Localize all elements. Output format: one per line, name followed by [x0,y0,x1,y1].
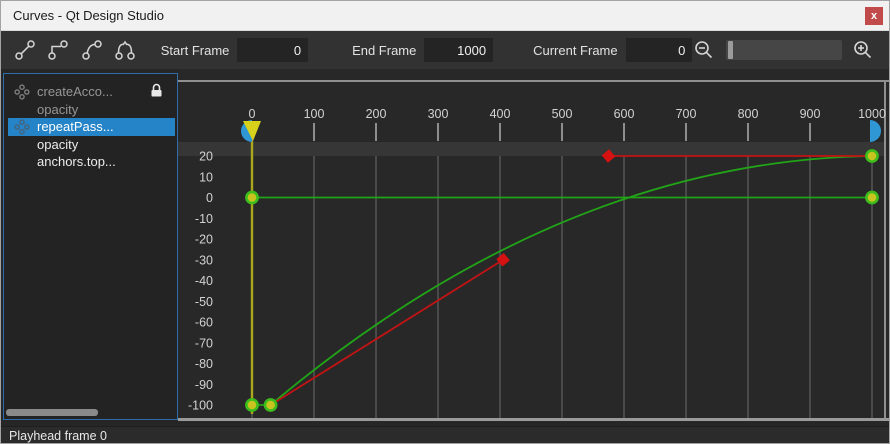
close-button[interactable]: x [865,6,883,25]
ruler-tick-label: 400 [490,107,511,121]
tree-item-anchors-top[interactable]: anchors.top... [8,153,175,171]
keyframe-diamond [496,252,510,267]
titlebar[interactable]: Curves - Qt Design Studio x [1,1,889,31]
value-tick-label: -20 [195,233,213,247]
statusbar: Playhead frame 0 [1,426,889,443]
ruler-tick-label: 200 [366,107,387,121]
keyframe-dot [263,398,278,412]
ruler-tick-label: 600 [614,107,635,121]
ruler-tick-label: 800 [738,107,759,121]
end-frame-input[interactable]: 1000 [424,38,494,62]
end-frame-label: End Frame [352,42,417,58]
ruler-tick-label: 100 [304,107,325,121]
curve-tree: createAcco... opacity repeatPass... opacity… [3,73,178,420]
value-tick-label: -50 [195,295,213,309]
tree-item-opacity[interactable]: opacity [8,136,175,154]
ruler-tick-label: 300 [428,107,449,121]
ruler-tick-label: 1000 [858,107,886,121]
ruler-tick-label: 900 [800,107,821,121]
graph-vertical-scrollbar [884,82,886,418]
tree-item-label: createAcco... [37,84,113,100]
component-icon [13,118,31,136]
component-icon [13,83,31,101]
ruler-tick-label: 700 [676,107,697,121]
value-tick-label: -60 [195,316,213,330]
tree-horizontal-scrollbar[interactable] [6,409,98,416]
lock-icon [151,83,162,97]
step-icon [48,40,68,60]
value-tick-label: -100 [188,399,213,413]
window-title: Curves - Qt Design Studio [13,8,165,23]
eased-curve [270,155,873,406]
current-frame-label: Current Frame [533,42,618,58]
ease-interpolation-button[interactable] [78,36,105,64]
value-tick-label: -90 [195,378,213,392]
zoom-slider[interactable] [725,40,842,60]
keyframe-dot [245,190,259,205]
tree-item-label: opacity [37,136,79,152]
current-frame-input[interactable]: 0 [625,38,693,62]
unselected-curve [270,258,504,406]
tree-item-label: repeatPass... [37,119,114,135]
playhead-line [250,141,254,414]
graph-top-border [178,80,889,82]
linear-icon [14,40,35,60]
main-content: createAcco... opacity repeatPass... opacity… [1,69,889,426]
status-text: Playhead frame 0 [9,429,107,443]
start-frame-input[interactable]: 0 [237,38,309,62]
zoom-slider-handle[interactable] [727,41,733,59]
zoom-in-icon[interactable] [852,38,876,62]
curve-canvas[interactable]: 0 100 200 300 400 500 600 700 800 900 100020100-10… [178,69,889,422]
value-tick-label: -70 [195,336,213,350]
ruler-tick-label: 0 [249,107,256,121]
value-tick-label: 20 [199,150,213,164]
value-tick-label: 0 [206,191,213,205]
toolbar: Start Frame 0 End Frame 1000 Current Fra… [1,31,889,69]
graph-horizontal-scrollbar [178,418,889,421]
keyframe-dot [245,398,259,412]
step-interpolation-button[interactable] [44,36,71,64]
tree-item-label: anchors.top... [37,154,116,170]
value-tick-label: 10 [199,170,213,184]
value-tick-label: -30 [195,253,213,267]
unify-handles-button[interactable] [111,36,138,64]
start-frame-label: Start Frame [160,42,230,58]
playhead-handle [243,121,261,141]
value-tick-label: -80 [195,357,213,371]
tree-item-createacco[interactable]: createAcco... [8,83,175,101]
tree-item-opacity[interactable]: opacity [8,101,175,119]
unify-icon [115,40,135,60]
keyframe-diamond [601,149,616,163]
zoom-out-icon[interactable] [692,38,716,62]
ease-icon [81,40,102,60]
keyframe-dot [865,149,879,163]
linear-interpolation-button[interactable] [11,36,38,64]
tree-item-label: opacity [37,101,79,117]
range-end-marker [870,120,881,142]
ruler-tick-label: 500 [552,107,573,121]
tree-item-repeatpass[interactable]: repeatPass... [8,118,175,136]
keyframe-dot [865,190,879,205]
keyframe-band [178,142,884,156]
value-tick-label: -40 [195,274,213,288]
value-tick-label: -10 [195,212,213,226]
